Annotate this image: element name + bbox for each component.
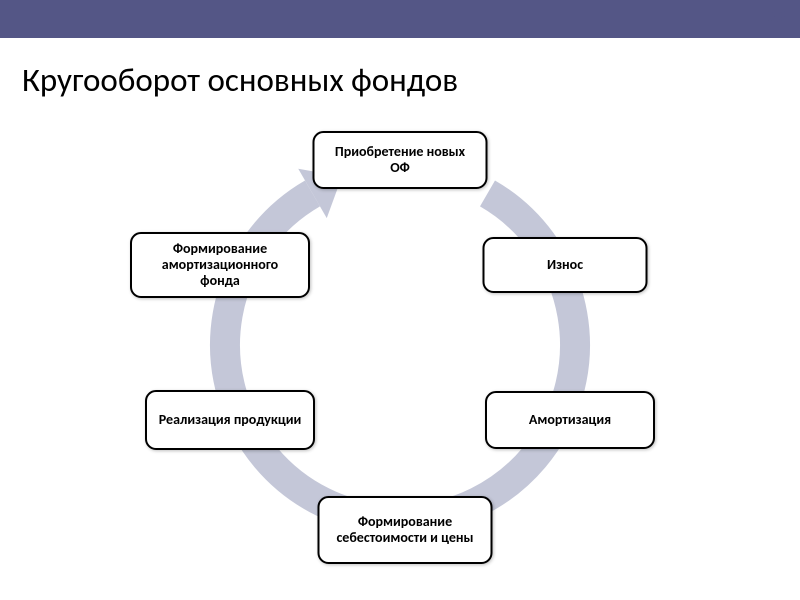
cycle-node: Формирование себестоимости и цены (318, 496, 493, 564)
page-number: 22 (767, 6, 786, 29)
cycle-node: Формирование амортизационного фонда (130, 232, 310, 298)
cycle-node: Износ (483, 237, 648, 293)
cycle-node: Амортизация (485, 391, 655, 449)
page-title: Кругооборот основных фондов (22, 60, 458, 100)
cycle-diagram: Приобретение новых ОФ Износ Амортизация Фор… (140, 110, 660, 580)
cycle-node: Реализация продукции (145, 390, 315, 450)
header-bar (0, 0, 800, 38)
cycle-node: Приобретение новых ОФ (313, 131, 488, 189)
